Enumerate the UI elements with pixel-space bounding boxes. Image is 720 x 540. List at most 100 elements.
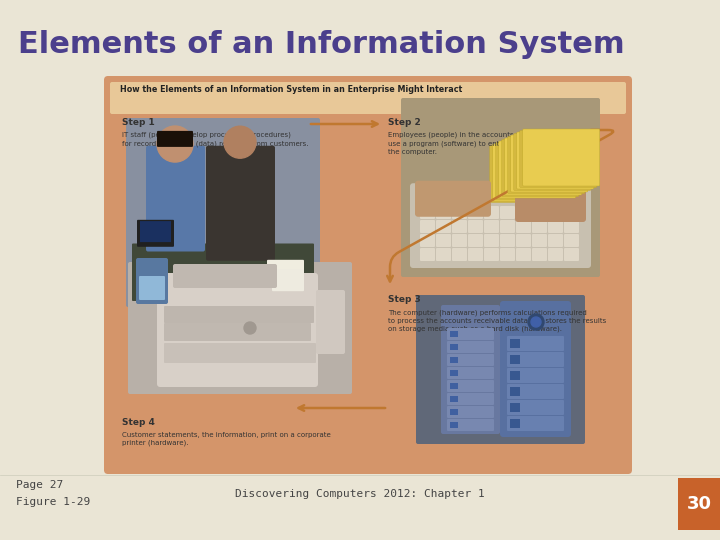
FancyBboxPatch shape [447,354,494,366]
FancyBboxPatch shape [484,234,499,247]
Circle shape [531,317,541,327]
FancyBboxPatch shape [484,220,499,233]
FancyBboxPatch shape [128,262,352,394]
FancyBboxPatch shape [401,98,600,277]
FancyBboxPatch shape [507,400,564,415]
FancyBboxPatch shape [164,323,311,341]
FancyBboxPatch shape [452,248,467,261]
FancyBboxPatch shape [515,184,586,222]
FancyBboxPatch shape [468,220,483,233]
FancyBboxPatch shape [447,367,494,379]
FancyBboxPatch shape [137,220,174,247]
FancyBboxPatch shape [490,145,567,202]
Text: IT staff (people) develop processes (procedures)
for recording checks (data) rec: IT staff (people) develop processes (pro… [122,132,308,147]
FancyBboxPatch shape [532,234,547,247]
FancyBboxPatch shape [450,383,458,389]
FancyBboxPatch shape [436,206,451,219]
Text: Step 2: Step 2 [388,118,420,127]
FancyBboxPatch shape [447,341,494,353]
FancyBboxPatch shape [532,220,547,233]
FancyBboxPatch shape [436,234,451,247]
FancyBboxPatch shape [436,248,451,261]
Circle shape [224,126,256,158]
FancyBboxPatch shape [436,220,451,233]
FancyBboxPatch shape [484,248,499,261]
FancyBboxPatch shape [206,146,275,261]
FancyBboxPatch shape [420,206,435,219]
FancyBboxPatch shape [447,328,494,340]
Text: Employees (people) in the accounts receivable department
use a program (software: Employees (people) in the accounts recei… [388,132,595,155]
FancyBboxPatch shape [516,220,531,233]
FancyBboxPatch shape [507,352,564,367]
FancyBboxPatch shape [420,248,435,261]
Circle shape [157,126,193,162]
FancyBboxPatch shape [450,344,458,350]
FancyBboxPatch shape [520,131,597,187]
Text: Discovering Computers 2012: Chapter 1: Discovering Computers 2012: Chapter 1 [235,489,485,499]
FancyBboxPatch shape [126,118,320,307]
FancyBboxPatch shape [548,248,563,261]
FancyBboxPatch shape [484,206,499,219]
FancyBboxPatch shape [140,221,171,242]
FancyBboxPatch shape [510,387,520,396]
FancyBboxPatch shape [450,396,458,402]
FancyBboxPatch shape [510,355,520,364]
FancyBboxPatch shape [564,248,579,261]
FancyBboxPatch shape [164,306,314,323]
FancyBboxPatch shape [510,371,520,380]
FancyBboxPatch shape [164,343,316,363]
FancyBboxPatch shape [447,380,494,392]
FancyBboxPatch shape [452,206,467,219]
FancyBboxPatch shape [548,234,563,247]
FancyBboxPatch shape [678,478,720,530]
FancyBboxPatch shape [516,206,531,219]
FancyBboxPatch shape [139,276,165,300]
FancyBboxPatch shape [517,132,594,189]
FancyBboxPatch shape [447,393,494,405]
FancyBboxPatch shape [500,301,571,437]
FancyBboxPatch shape [548,206,563,219]
FancyBboxPatch shape [267,260,304,284]
FancyBboxPatch shape [452,220,467,233]
Text: Step 1: Step 1 [122,118,155,127]
Text: Customer statements, the information, print on a corporate
printer (hardware).: Customer statements, the information, pr… [122,432,330,447]
FancyBboxPatch shape [447,419,494,431]
FancyBboxPatch shape [500,220,515,233]
FancyBboxPatch shape [564,234,579,247]
Text: Page 27: Page 27 [16,480,63,490]
FancyBboxPatch shape [500,206,515,219]
FancyBboxPatch shape [410,183,591,268]
FancyBboxPatch shape [416,295,585,444]
FancyBboxPatch shape [510,419,520,428]
FancyBboxPatch shape [507,368,564,383]
FancyBboxPatch shape [468,234,483,247]
FancyBboxPatch shape [316,290,345,354]
FancyBboxPatch shape [496,143,572,199]
FancyBboxPatch shape [510,135,588,192]
FancyBboxPatch shape [450,357,458,363]
FancyBboxPatch shape [447,406,494,418]
FancyBboxPatch shape [500,248,515,261]
FancyBboxPatch shape [532,248,547,261]
Circle shape [528,314,544,330]
Text: How the Elements of an Information System in an Enterprise Might Interact: How the Elements of an Information Syste… [120,85,462,94]
Text: Elements of an Information System: Elements of an Information System [18,30,625,59]
FancyBboxPatch shape [136,258,168,304]
FancyBboxPatch shape [173,264,277,288]
FancyBboxPatch shape [468,248,483,261]
FancyBboxPatch shape [272,269,304,291]
FancyBboxPatch shape [502,139,579,197]
FancyBboxPatch shape [507,336,564,351]
FancyBboxPatch shape [532,206,547,219]
FancyBboxPatch shape [420,220,435,233]
FancyBboxPatch shape [492,144,570,201]
Circle shape [244,322,256,334]
Text: Figure 1-29: Figure 1-29 [16,497,90,507]
Text: 30: 30 [686,495,711,513]
FancyBboxPatch shape [450,409,458,415]
FancyBboxPatch shape [450,422,458,428]
Text: Step 3: Step 3 [388,295,420,304]
FancyBboxPatch shape [157,273,318,387]
FancyBboxPatch shape [505,138,582,195]
FancyBboxPatch shape [523,129,600,186]
